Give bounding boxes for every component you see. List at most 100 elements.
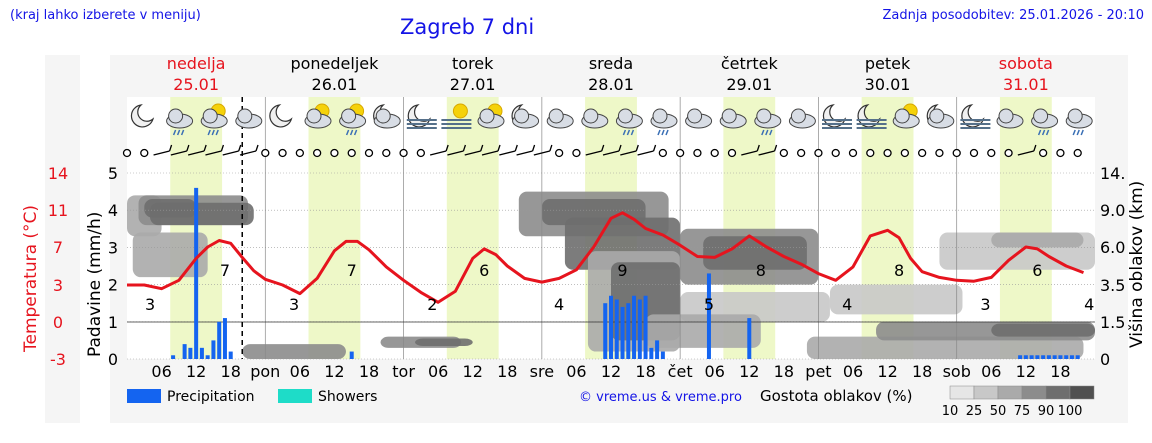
precip-bar [1069,355,1074,359]
cloud-puff [617,108,633,124]
sun-partly-icon [304,103,332,129]
credit-link: © vreme.us & vreme.pro [579,390,742,405]
precip-tick-label: 5 [108,164,118,183]
cloud-density-area [991,323,1095,337]
temperature-tick-label: 0 [53,313,63,332]
wind-barb [585,150,602,156]
cloud-puff [202,108,218,124]
wind-barb-flag [514,144,518,152]
day-date: 28.01 [588,75,634,94]
cloud-puff [1033,108,1049,124]
location-hint[interactable]: (kraj lahko izberete v meniju) [10,8,201,23]
wind-barb [533,150,551,156]
day-name: sreda [589,54,633,73]
calm-wind-symbol [1038,148,1048,158]
wind-barb-flag [635,144,639,152]
cloud-puff [514,108,530,124]
cloud-puff [721,108,737,124]
precip-bar [222,318,227,359]
calm-wind-symbol [416,148,426,158]
calm-wind-symbol [399,148,408,158]
moon-clear-icon [269,104,293,128]
calm-wind-symbol [848,148,858,158]
precip-bar [643,295,648,359]
calm-wind-symbol [900,148,910,158]
wind-barb-flag [255,144,259,152]
temperature-tick-label: 7 [53,238,63,257]
wind-barb-flag [756,144,760,152]
day-name: četrtek [721,54,779,73]
wind-barb-flag [549,144,553,152]
precip-bar [182,344,187,359]
x-tick-label: pet [805,362,831,381]
daylight-band [446,97,499,359]
cloud-height-tick-label: 0 [1100,350,1110,369]
precip-bar [211,340,216,359]
wind-barb-flag [497,144,501,152]
precip-bar [188,347,193,359]
calm-wind-symbol [261,148,270,158]
temperature-label: 8 [756,261,766,280]
calm-wind-symbol [952,148,961,158]
cloud-puff [687,108,703,124]
left-axis-panel [45,55,80,423]
x-tick-label: 18 [221,362,241,381]
density-step-label: 75 [1014,404,1031,419]
calm-wind-symbol [330,148,339,158]
day-date: 26.01 [312,75,358,94]
cloud-puff [375,108,391,124]
wind-barb-flag [220,144,225,152]
daylight-band [308,97,361,359]
x-tick-label: 06 [843,362,863,381]
cloud-puff [998,108,1014,124]
precip-bar [1058,355,1063,359]
wind-barb-flag [601,144,605,152]
temperature-label: 9 [617,261,627,280]
wind-barb [170,150,188,156]
cloud-puff [652,108,668,124]
precip-tick-label: 4 [108,201,118,220]
x-tick-label: 18 [774,362,794,381]
day-date: 31.01 [1003,75,1049,94]
wind-barb-flag [445,144,449,152]
wind-barb [153,150,170,156]
calm-wind-symbol [710,148,719,158]
precip-tick-label: 3 [108,238,118,257]
rain-drop [211,129,215,136]
x-tick-label: 06 [428,362,448,381]
daylight-band [999,97,1052,359]
wind-barb [481,150,499,156]
rain-drop [665,129,669,136]
temperature-axis-title: Temperatura (°C) [21,205,41,353]
rain-drop [626,129,631,136]
calm-wind-symbol [866,148,875,158]
day-name: sobota [999,54,1053,73]
density-swatch [1021,385,1047,400]
cloud-density-area [415,338,473,346]
x-tick-label: 12 [601,362,621,381]
wind-barb [499,150,516,156]
rain-drop [1080,129,1084,136]
cloud-rain-icon [754,108,782,136]
wind-barb [429,150,447,156]
cloud-puff [929,108,945,124]
temperature-label: 3 [289,295,299,314]
calm-wind-symbol [987,148,996,158]
rain-drop [345,129,350,136]
precip-tick-label: 1 [108,313,118,332]
x-tick-label: 18 [497,362,517,381]
precip-bar [349,351,354,359]
rain-drop [176,129,181,136]
day-name: torek [452,54,494,73]
rain-drop [657,129,661,136]
x-tick-label: 12 [463,362,483,381]
cloud-puff [479,108,495,124]
precip-tick-label: 0 [108,350,118,369]
temperature-label: 5 [704,295,714,314]
cloud-height-tick-label: 9.0 [1100,201,1125,220]
wind-barb [637,150,654,156]
cloud-density-area [242,344,346,359]
calm-wind-symbol [1004,148,1013,158]
showers-legend-label: Showers [318,389,377,405]
